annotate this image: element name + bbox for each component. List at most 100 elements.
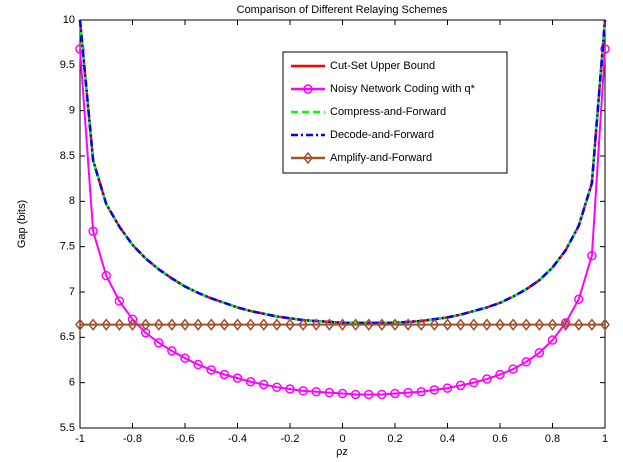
y-tick-label: 8 [69, 195, 75, 207]
marker [442, 318, 453, 331]
marker [429, 318, 440, 331]
x-tick-label: 0 [339, 433, 345, 445]
legend-label: Decode-and-Forward [330, 129, 434, 141]
series-line [79, 48, 606, 396]
marker [508, 318, 519, 331]
marker [232, 373, 243, 383]
marker [337, 318, 348, 331]
marker [101, 318, 112, 331]
y-axis-label: Gap (bits) [16, 200, 28, 248]
x-tick-label: -0.8 [123, 433, 142, 445]
y-tick-label: 8.5 [60, 150, 75, 162]
marker [350, 389, 361, 400]
marker [377, 389, 387, 400]
marker [521, 318, 532, 331]
marker [403, 387, 413, 398]
x-tick-label: 0.2 [387, 433, 402, 445]
marker [154, 338, 164, 348]
marker [390, 318, 400, 331]
marker [271, 318, 282, 331]
x-tick-label: 0.4 [440, 433, 455, 445]
marker [180, 353, 190, 363]
marker [114, 318, 125, 331]
marker [481, 318, 492, 331]
y-tick-label: 7.5 [60, 241, 75, 253]
marker [193, 318, 204, 331]
marker [180, 318, 190, 331]
marker [75, 318, 85, 331]
marker [547, 318, 558, 331]
chart-title: Comparison of Different Relaying Schemes [237, 4, 448, 16]
marker [534, 347, 545, 358]
marker [573, 318, 584, 331]
y-tick-label: 9 [69, 105, 75, 117]
marker [298, 386, 308, 396]
marker [285, 384, 295, 394]
marker [140, 318, 151, 331]
x-tick-label: -0.6 [176, 433, 195, 445]
marker [311, 386, 321, 397]
y-tick-label: 7 [69, 286, 75, 298]
marker [574, 294, 584, 305]
marker [167, 346, 177, 356]
y-tick-label: 5.5 [60, 422, 75, 434]
marker [232, 318, 243, 331]
y-tick-label: 10 [63, 14, 75, 26]
marker [206, 318, 217, 331]
marker [364, 389, 374, 400]
marker [587, 250, 597, 261]
marker [259, 379, 269, 390]
x-axis-label: ρz [336, 446, 348, 458]
marker [468, 318, 479, 331]
marker [258, 318, 269, 331]
marker [303, 151, 313, 165]
legend-label: Noisy Network Coding with q* [330, 83, 476, 95]
y-tick-label: 6 [69, 377, 75, 389]
marker [469, 377, 479, 388]
legend: Cut-Set Upper Bound Noisy Network Coding … [282, 51, 508, 174]
marker [600, 44, 610, 54]
marker [442, 383, 453, 393]
marker [324, 318, 335, 331]
marker [245, 318, 256, 331]
marker [560, 318, 571, 331]
marker [429, 385, 440, 395]
marker [272, 382, 282, 392]
y-tick-label: 6.5 [60, 331, 75, 343]
marker [547, 335, 558, 345]
marker [206, 365, 216, 375]
x-tick-label: -0.4 [228, 433, 247, 445]
marker [508, 364, 518, 374]
legend-label: Compress-and-Forward [330, 106, 446, 118]
marker [416, 318, 427, 331]
marker [521, 357, 531, 367]
marker [153, 318, 164, 331]
legend-label: Amplify-and-Forward [330, 152, 432, 164]
marker [376, 318, 387, 331]
x-tick-label: 0.6 [492, 433, 507, 445]
x-tick-label: -0.2 [281, 433, 300, 445]
marker [403, 318, 414, 331]
marker [495, 318, 505, 331]
marker [127, 314, 138, 324]
marker [350, 318, 361, 331]
marker [311, 318, 322, 331]
marker [219, 318, 230, 331]
marker [101, 270, 111, 281]
x-tick-label: 1 [602, 433, 608, 445]
marker [455, 318, 466, 331]
marker [114, 296, 125, 306]
marker [298, 318, 309, 331]
marker [88, 318, 99, 331]
marker [166, 318, 177, 331]
marker [534, 318, 545, 331]
marker [127, 318, 138, 331]
marker [303, 84, 313, 94]
marker [75, 44, 85, 54]
marker [245, 377, 256, 387]
marker [416, 386, 426, 397]
marker [193, 359, 203, 370]
marker [586, 318, 597, 331]
marker [482, 374, 492, 384]
